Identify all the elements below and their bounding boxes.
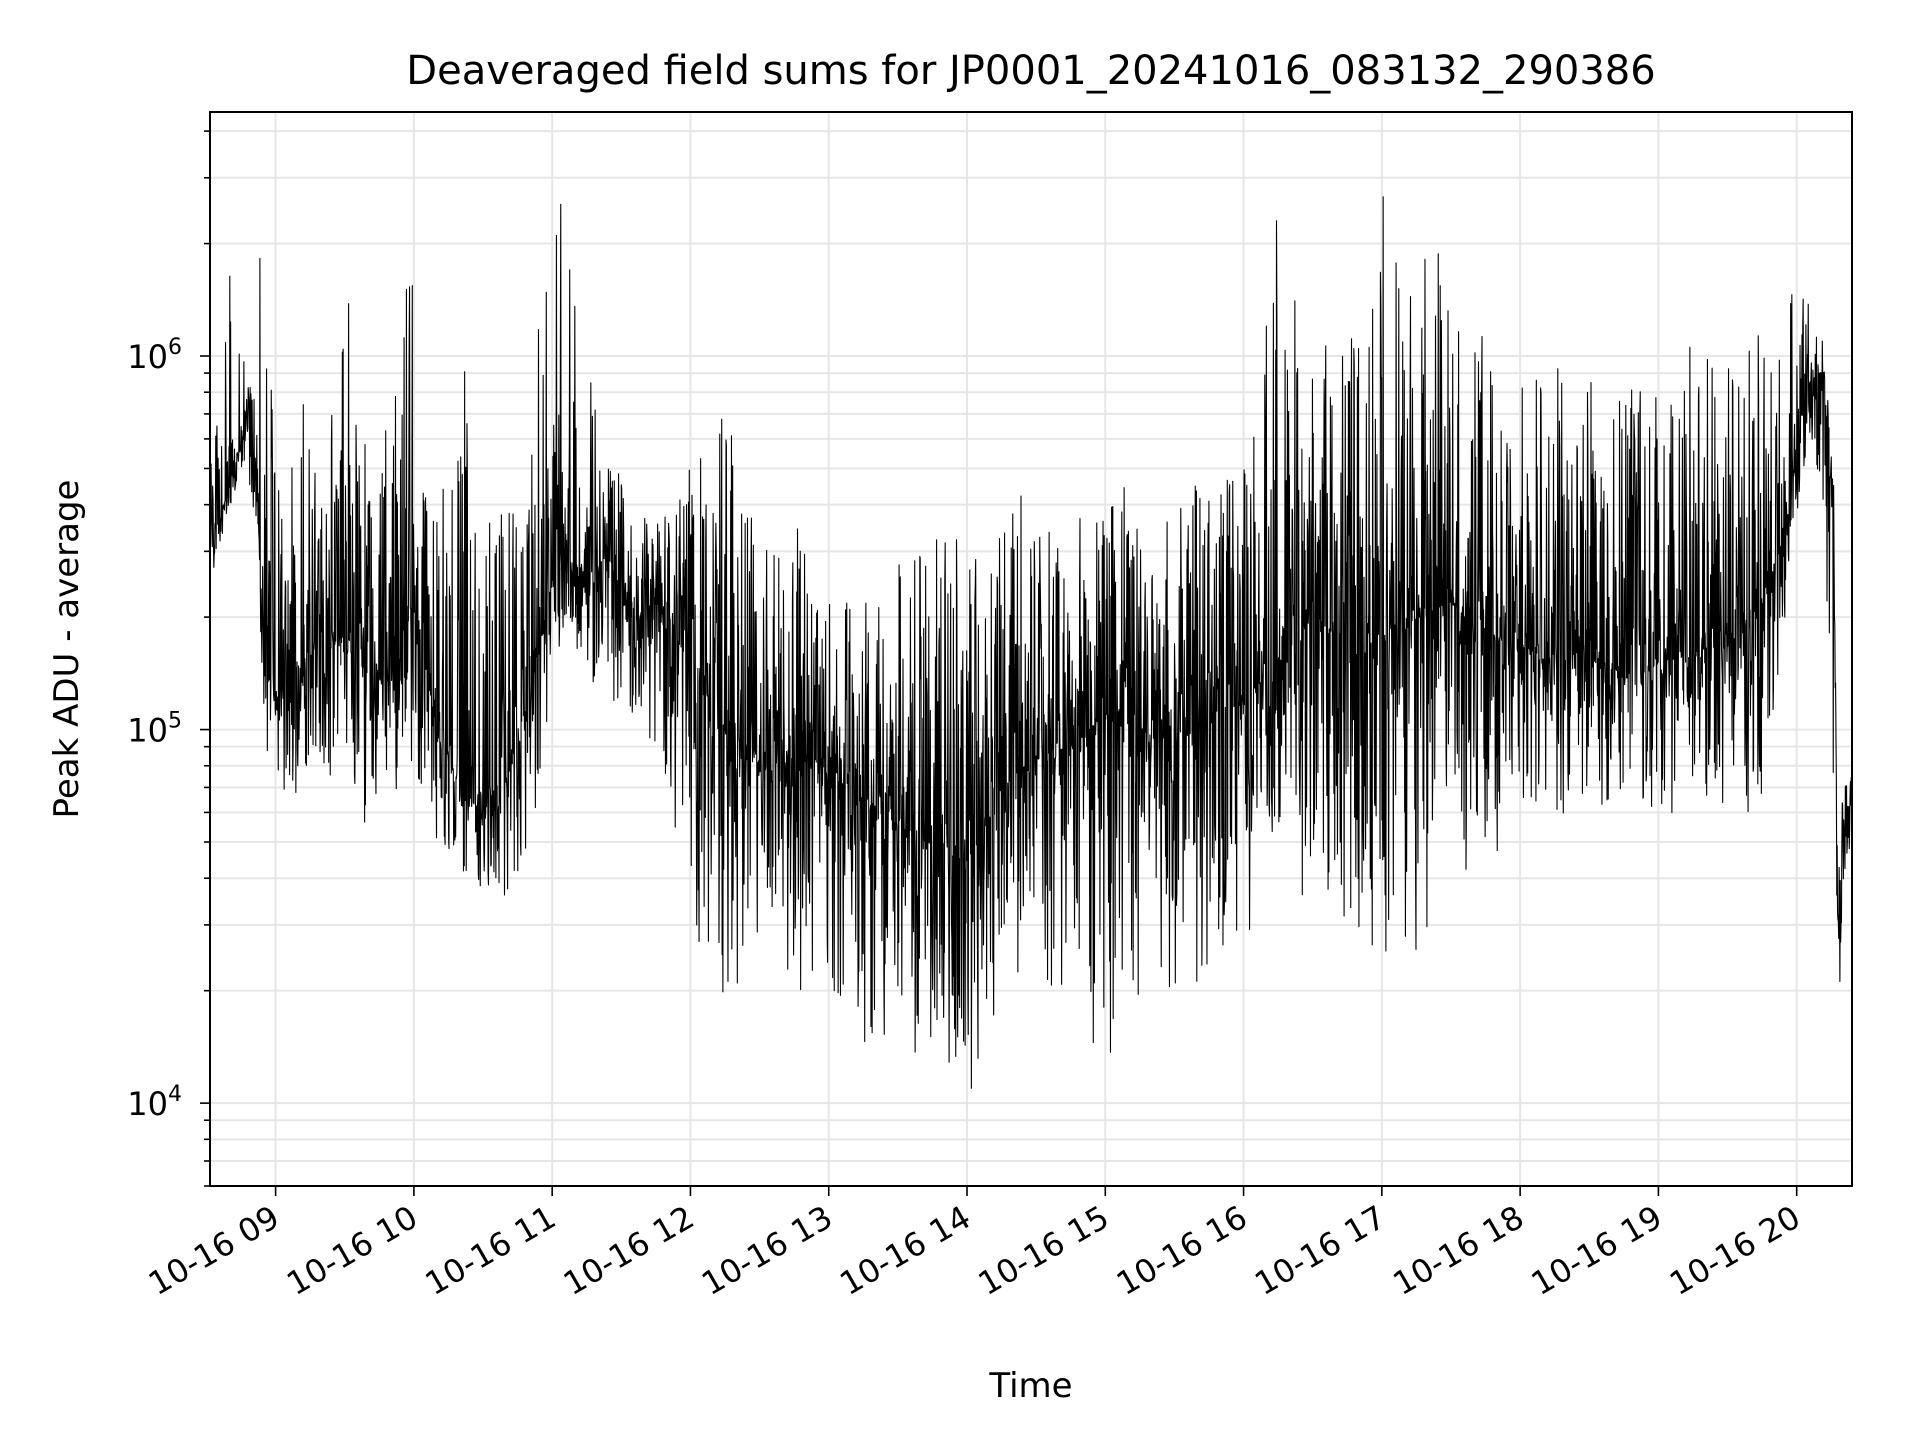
- x-axis-label: Time: [988, 1366, 1072, 1406]
- y-tick-label: 106: [127, 335, 182, 376]
- y-axis-label: Peak ADU - average: [47, 480, 87, 819]
- data-layer: [210, 196, 1853, 1089]
- plot-frame: [209, 111, 1853, 1187]
- y-tick-label: 105: [127, 709, 182, 750]
- series-line: [210, 196, 1853, 1089]
- y-tick-label: 104: [127, 1082, 182, 1123]
- chart-title: Deaveraged field sums for JP0001_2024101…: [406, 48, 1655, 94]
